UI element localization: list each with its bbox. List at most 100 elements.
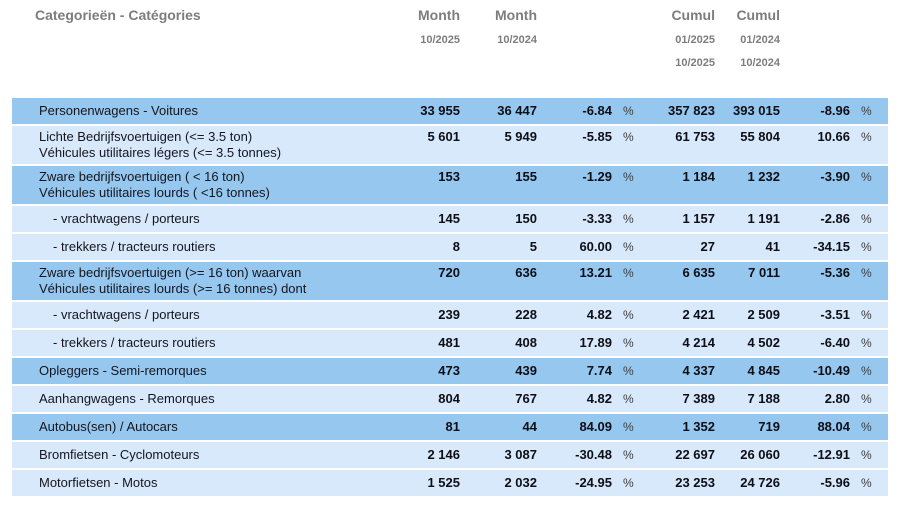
cell-month-current: 239 — [438, 307, 460, 322]
category-label-cell: Lichte Bedrijfsvoertuigen (<= 3.5 ton) V… — [12, 129, 342, 161]
percent-sign: % — [861, 170, 872, 184]
cell-month-previous: 3 087 — [504, 447, 537, 462]
spacer — [850, 7, 888, 98]
cell-cumul-pct-change: -12.91 — [813, 447, 850, 462]
category-label-cell: Personenwagens - Voitures — [12, 103, 342, 119]
percent-sign: % — [623, 212, 634, 226]
cell-cumul-pct-change: -10.49 — [813, 363, 850, 378]
cell-month-pct-change: -30.48 — [575, 447, 612, 462]
category-label-line1: Zware bedrijfsvoertuigen ( < 16 ton) — [39, 169, 245, 184]
column-header-cumul-current: Cumul 01/2025 10/2025 — [642, 7, 715, 98]
cell-cumul-previous: 4 502 — [747, 335, 780, 350]
category-label-line2: Véhicules utilitaires lourds (>= 16 tonn… — [39, 281, 307, 296]
percent-sign: % — [623, 266, 634, 280]
category-label-line1: Bromfietsen - Cyclomoteurs — [39, 447, 200, 462]
cumul-previous-title: Cumul — [736, 7, 780, 23]
percent-sign: % — [623, 336, 634, 350]
cell-cumul-current: 1 184 — [682, 169, 715, 184]
cell-cumul-pct-change: 88.04 — [817, 419, 850, 434]
cell-month-pct-change: -1.29 — [582, 169, 612, 184]
spacer — [780, 7, 850, 98]
spacer — [537, 7, 612, 98]
percent-sign: % — [861, 266, 872, 280]
cell-month-current: 481 — [438, 335, 460, 350]
cell-month-current: 81 — [445, 419, 460, 434]
category-label-cell: - vrachtwagens / porteurs — [12, 307, 342, 323]
cell-month-current: 145 — [438, 211, 460, 226]
cell-month-current: 2 146 — [427, 447, 460, 462]
percent-sign: % — [861, 104, 872, 118]
table-row: Aanhangwagens - Remorques 804 767 4.82 %… — [12, 386, 888, 414]
cell-cumul-previous: 719 — [758, 419, 780, 434]
cell-cumul-pct-change: -3.51 — [820, 307, 850, 322]
cumul-current-title: Cumul — [671, 7, 715, 23]
cell-cumul-current: 7 389 — [682, 391, 715, 406]
percent-sign: % — [623, 476, 634, 490]
category-label-line2: Véhicules utilitaires légers (<= 3.5 ton… — [39, 145, 282, 160]
cell-month-pct-change: -6.84 — [582, 103, 612, 118]
percent-sign: % — [623, 104, 634, 118]
cell-cumul-pct-change: -5.36 — [820, 265, 850, 280]
table-row: Zware bedrijfsvoertuigen ( < 16 ton) Véh… — [12, 166, 888, 206]
cell-month-current: 473 — [438, 363, 460, 378]
column-header-month-current: Month 10/2025 — [342, 7, 460, 98]
month-current-period: 10/2025 — [420, 34, 460, 46]
spacer — [612, 7, 642, 98]
cell-month-pct-change: 13.21 — [579, 265, 612, 280]
cell-month-pct-change: -24.95 — [575, 475, 612, 490]
cell-cumul-previous: 1 232 — [747, 169, 780, 184]
percent-sign: % — [623, 392, 634, 406]
month-previous-period: 10/2024 — [497, 34, 537, 46]
category-label-line1: Opleggers - Semi-remorques — [39, 363, 207, 378]
cell-cumul-pct-change: -8.96 — [820, 103, 850, 118]
cell-month-previous: 2 032 — [504, 475, 537, 490]
cell-cumul-previous: 2 509 — [747, 307, 780, 322]
cell-cumul-pct-change: 2.80 — [824, 391, 850, 406]
category-label-line1: - vrachtwagens / porteurs — [53, 307, 200, 322]
category-label-cell: Zware bedrijfsvoertuigen (>= 16 ton) waa… — [12, 265, 342, 297]
cell-cumul-current: 1 157 — [682, 211, 715, 226]
table-row: - vrachtwagens / porteurs 145 150 -3.33 … — [12, 206, 888, 234]
category-label-line1: Lichte Bedrijfsvoertuigen (<= 3.5 ton) — [39, 129, 253, 144]
registration-statistics-table: Categorieën - Catégories Month 10/2025 M… — [12, 0, 888, 498]
cell-month-pct-change: 7.74 — [586, 363, 612, 378]
column-header-month-previous: Month 10/2024 — [460, 7, 537, 98]
cell-cumul-previous: 4 845 — [747, 363, 780, 378]
cell-month-pct-change: 17.89 — [579, 335, 612, 350]
table-row: Lichte Bedrijfsvoertuigen (<= 3.5 ton) V… — [12, 126, 888, 166]
percent-sign: % — [623, 448, 634, 462]
cell-cumul-pct-change: -5.96 — [820, 475, 850, 490]
table-row: Opleggers - Semi-remorques 473 439 7.74 … — [12, 358, 888, 386]
cell-month-previous: 5 — [529, 239, 537, 254]
table-row: - trekkers / tracteurs routiers 481 408 … — [12, 330, 888, 358]
percent-sign: % — [861, 130, 872, 144]
table-row: - trekkers / tracteurs routiers 8 5 60.0… — [12, 234, 888, 262]
percent-sign: % — [861, 212, 872, 226]
cell-cumul-current: 6 635 — [682, 265, 715, 280]
cell-month-previous: 44 — [522, 419, 537, 434]
category-label-line1: - trekkers / tracteurs routiers — [53, 335, 216, 350]
cell-month-current: 8 — [452, 239, 460, 254]
category-label-line1: Personenwagens - Voitures — [39, 103, 198, 118]
cell-month-previous: 155 — [515, 169, 537, 184]
table-body: Personenwagens - Voitures 33 955 36 447 … — [12, 98, 888, 498]
cell-cumul-previous: 7 188 — [747, 391, 780, 406]
month-previous-title: Month — [495, 7, 537, 23]
category-label-line1: - vrachtwagens / porteurs — [53, 211, 200, 226]
table-row: Zware bedrijfsvoertuigen (>= 16 ton) waa… — [12, 262, 888, 302]
percent-sign: % — [861, 476, 872, 490]
cell-month-previous: 5 949 — [504, 129, 537, 144]
table-row: Motorfietsen - Motos 1 525 2 032 -24.95 … — [12, 470, 888, 498]
cell-cumul-pct-change: -2.86 — [820, 211, 850, 226]
category-label-cell: - vrachtwagens / porteurs — [12, 211, 342, 227]
category-label-cell: Autobus(sen) / Autocars — [12, 419, 342, 435]
table-row: - vrachtwagens / porteurs 239 228 4.82 %… — [12, 302, 888, 330]
percent-sign: % — [623, 420, 634, 434]
table-row: Autobus(sen) / Autocars 81 44 84.09 % 1 … — [12, 414, 888, 442]
cell-month-pct-change: 84.09 — [579, 419, 612, 434]
cumul-previous-period-end: 10/2024 — [740, 57, 780, 69]
category-label-cell: Bromfietsen - Cyclomoteurs — [12, 447, 342, 463]
cell-month-previous: 150 — [515, 211, 537, 226]
month-current-title: Month — [418, 7, 460, 23]
category-label-cell: - trekkers / tracteurs routiers — [12, 239, 342, 255]
